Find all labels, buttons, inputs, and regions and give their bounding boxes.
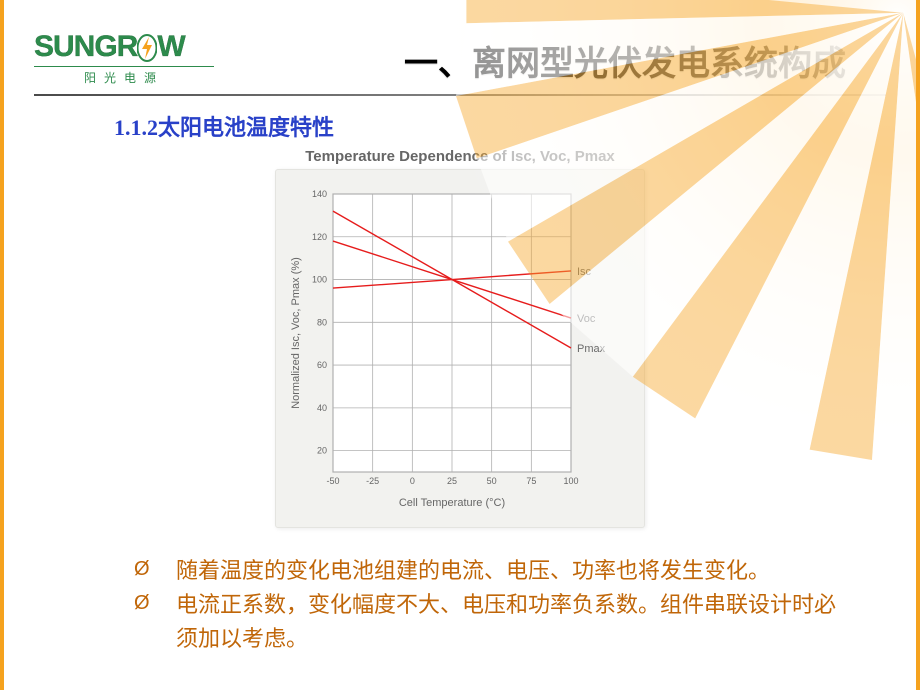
svg-text:75: 75 <box>526 476 536 486</box>
svg-text:100: 100 <box>312 275 327 285</box>
logo-text-2: W <box>157 30 184 64</box>
page-title: 一、离网型光伏发电系统构成 <box>404 36 846 85</box>
bullet-text: 随着温度的变化电池组建的电流、电压、功率也将发生变化。 <box>176 554 856 588</box>
chart-container: Temperature Dependence of Isc, Voc, Pmax… <box>275 148 645 528</box>
chart-title: Temperature Dependence of Isc, Voc, Pmax <box>275 148 645 165</box>
svg-text:20: 20 <box>317 446 327 456</box>
svg-text:-25: -25 <box>366 476 379 486</box>
lightning-icon <box>137 34 157 60</box>
svg-text:Cell Temperature (°C): Cell Temperature (°C) <box>399 497 505 509</box>
svg-text:120: 120 <box>312 232 327 242</box>
bullet-item: Ø随着温度的变化电池组建的电流、电压、功率也将发生变化。 <box>134 554 856 588</box>
logo-subtitle: 阳光电源 <box>34 66 214 86</box>
svg-text:25: 25 <box>447 476 457 486</box>
chart-card: -50 -25 0 25 50 75 100 20 40 60 80 100 120 140 Isc Voc P… <box>275 169 645 528</box>
svg-text:140: 140 <box>312 189 327 199</box>
header-divider <box>34 94 886 96</box>
logo: SUNGR W 阳光电源 <box>34 30 254 86</box>
svg-text:Voc: Voc <box>577 313 596 325</box>
svg-text:Normalized Isc, Voc, Pmax (%): Normalized Isc, Voc, Pmax (%) <box>290 257 302 409</box>
line-chart: -50 -25 0 25 50 75 100 20 40 60 80 100 120 140 Isc Voc P… <box>285 184 615 514</box>
section-heading: 1.1.2太阳电池温度特性 <box>114 110 916 142</box>
svg-text:50: 50 <box>487 476 497 486</box>
bullet-text: 电流正系数，变化幅度不大、电压和功率负系数。组件串联设计时必须加以考虑。 <box>176 588 856 656</box>
bullet-symbol: Ø <box>134 554 176 588</box>
svg-text:0: 0 <box>410 476 415 486</box>
slide-page: SUNGR W 阳光电源 一、离网型光伏发电系统构成 1.1.2太阳电池温度特性… <box>0 0 920 690</box>
bullet-list: Ø随着温度的变化电池组建的电流、电压、功率也将发生变化。Ø电流正系数，变化幅度不… <box>134 554 856 656</box>
bullet-item: Ø电流正系数，变化幅度不大、电压和功率负系数。组件串联设计时必须加以考虑。 <box>134 588 856 656</box>
svg-text:100: 100 <box>563 476 578 486</box>
svg-text:-50: -50 <box>326 476 339 486</box>
svg-text:80: 80 <box>317 317 327 327</box>
header: SUNGR W 阳光电源 一、离网型光伏发电系统构成 <box>4 0 916 86</box>
svg-text:Isc: Isc <box>577 266 592 278</box>
svg-text:Pmax: Pmax <box>577 343 606 355</box>
bullet-symbol: Ø <box>134 588 176 656</box>
svg-text:60: 60 <box>317 360 327 370</box>
svg-text:40: 40 <box>317 403 327 413</box>
logo-text-1: SUNGR <box>34 30 137 64</box>
